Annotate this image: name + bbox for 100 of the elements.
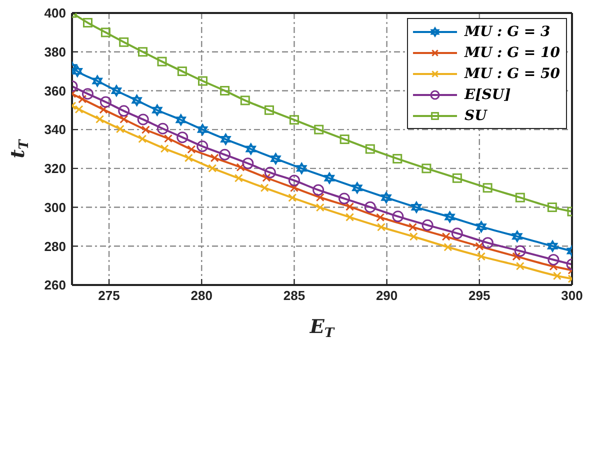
point xyxy=(120,115,128,124)
y-tick-label: 260 xyxy=(44,278,66,293)
point xyxy=(141,126,150,134)
point xyxy=(547,202,557,212)
point xyxy=(138,134,147,144)
point xyxy=(475,242,484,251)
point xyxy=(316,203,324,212)
legend-label: MU : G = 10 xyxy=(464,44,560,60)
point xyxy=(176,132,188,144)
point xyxy=(236,163,245,172)
point xyxy=(477,252,486,261)
point xyxy=(240,96,250,106)
point xyxy=(346,202,354,211)
x-tick-label: 280 xyxy=(190,288,212,304)
y-tick-label: 360 xyxy=(44,83,66,98)
point xyxy=(512,230,522,242)
point xyxy=(198,76,208,86)
point xyxy=(164,134,173,143)
point xyxy=(444,211,455,223)
point xyxy=(381,192,392,204)
x-tick-label: 295 xyxy=(468,288,490,304)
point xyxy=(547,240,558,252)
x-axis-title: E$_{T}$ xyxy=(308,316,336,341)
point xyxy=(219,148,231,160)
point xyxy=(82,88,94,100)
point xyxy=(78,94,87,104)
x-tick-label: 275 xyxy=(98,288,120,304)
point xyxy=(264,105,274,115)
point xyxy=(476,220,486,232)
point xyxy=(208,164,217,172)
point xyxy=(137,114,149,126)
point xyxy=(377,222,386,232)
y-tick-label: 280 xyxy=(44,238,66,254)
point xyxy=(482,237,494,249)
point xyxy=(376,213,385,222)
point xyxy=(314,124,324,134)
point xyxy=(234,174,243,182)
y-tick-label: 400 xyxy=(44,6,66,21)
point xyxy=(152,104,162,116)
point xyxy=(514,245,526,257)
point xyxy=(264,166,276,178)
point xyxy=(411,202,422,214)
point xyxy=(187,145,196,154)
point xyxy=(346,212,354,222)
point xyxy=(288,174,300,186)
point xyxy=(242,158,254,170)
point xyxy=(392,210,404,222)
point xyxy=(177,66,187,76)
point xyxy=(444,242,452,252)
point xyxy=(160,144,169,153)
legend-label: MU : G = 50 xyxy=(464,66,560,82)
point xyxy=(116,124,124,134)
point xyxy=(289,115,299,125)
point xyxy=(100,96,112,108)
point xyxy=(118,105,130,117)
point xyxy=(515,192,525,202)
y-tick-label: 300 xyxy=(44,200,66,215)
point xyxy=(422,164,432,174)
point xyxy=(451,228,463,240)
point xyxy=(408,222,417,232)
point xyxy=(270,152,281,164)
point xyxy=(138,47,148,57)
point xyxy=(352,182,362,194)
point xyxy=(365,144,375,154)
point xyxy=(409,232,418,241)
point xyxy=(338,192,350,204)
point xyxy=(316,193,324,202)
y-tick-label: 380 xyxy=(44,44,66,60)
y-tick-label: 340 xyxy=(44,122,66,138)
point xyxy=(92,75,102,87)
legend-label: MU : G = 3 xyxy=(464,24,550,40)
point xyxy=(220,134,231,146)
point xyxy=(157,56,167,66)
point xyxy=(246,143,256,155)
point xyxy=(296,162,307,174)
point xyxy=(100,28,110,38)
point xyxy=(548,254,560,266)
point xyxy=(184,154,193,162)
point xyxy=(288,194,297,202)
point xyxy=(132,94,142,106)
point xyxy=(119,37,129,47)
point xyxy=(176,114,186,126)
point xyxy=(312,184,324,196)
x-tick-label: 290 xyxy=(376,288,398,304)
point xyxy=(74,105,84,114)
point xyxy=(364,201,376,213)
point xyxy=(516,262,524,270)
point xyxy=(220,86,230,96)
point xyxy=(72,66,82,78)
point xyxy=(552,272,562,280)
legend-label: E[SU] xyxy=(464,86,511,102)
point xyxy=(196,140,208,152)
point xyxy=(82,18,92,28)
legend-label: SU xyxy=(464,108,487,124)
point xyxy=(452,173,462,183)
point xyxy=(442,232,450,241)
point xyxy=(422,219,434,231)
point xyxy=(156,122,168,134)
point xyxy=(197,124,208,136)
x-tick-label: 300 xyxy=(561,288,583,304)
